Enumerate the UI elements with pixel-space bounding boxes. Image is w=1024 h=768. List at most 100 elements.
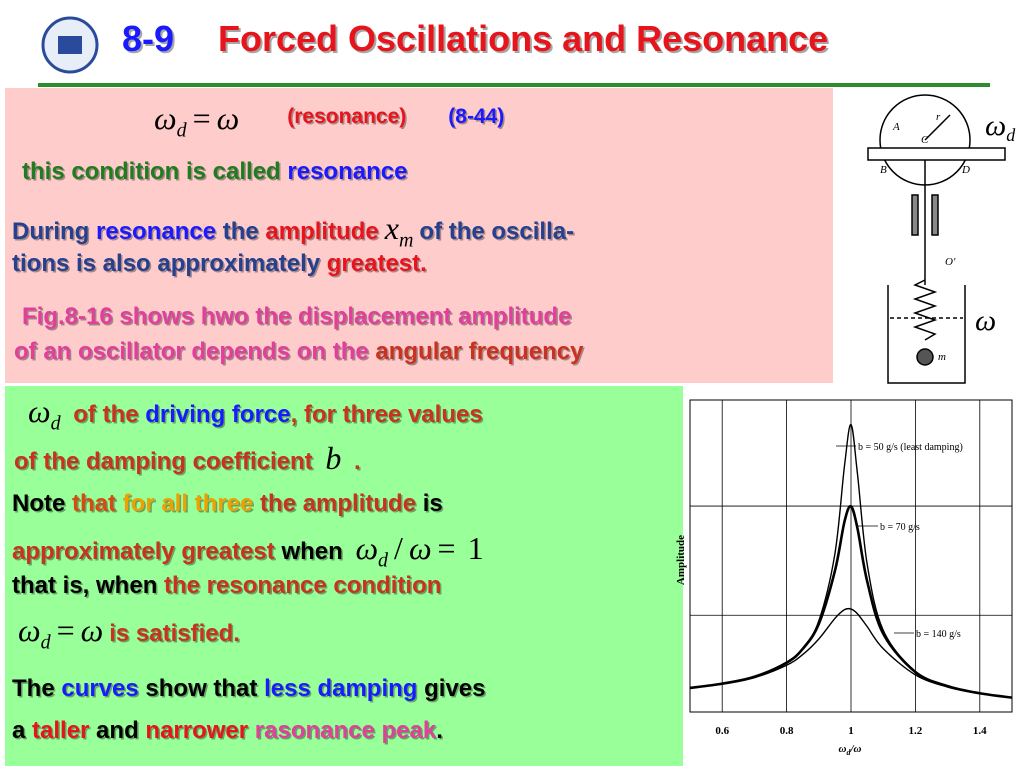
curve-label: b = 140 g/s [916,629,961,640]
x-axis-label: ωd/ω [839,743,862,757]
text-run: and [89,717,146,744]
damping-panel [5,386,683,766]
x-tick-label: 1.2 [909,725,923,737]
apparatus-label: m [938,351,946,363]
math-symbol: ω [154,100,177,136]
text-run: taller [32,717,90,744]
math-symbol: 1 [467,530,484,566]
text-line: a taller and narrower rasonance peak. [12,717,443,745]
text-line: ωd = ω (resonance) (8-44) [148,100,504,142]
curve-label: b = 70 g/s [880,522,920,533]
text-line: ωd = ω is satisfied. [12,612,240,654]
text-line: this condition is called resonance [22,158,407,186]
text-run: for all three [122,490,254,517]
text-run: less damping [264,675,418,702]
apparatus-label: B [880,164,887,176]
math-subscript: d [40,631,51,654]
resonance-panel [5,88,833,383]
text-run: the amplitude [253,490,417,517]
text-run: (8-44) [448,105,505,128]
math: ωd [28,393,61,434]
text-run: narrower [145,717,249,744]
math-symbol: ω [80,612,104,648]
text-run: (resonance) [287,105,407,128]
symbol: ω [839,743,847,755]
math: ωd = ω [18,612,104,653]
text-line: Note that for all three the amplitude is [12,490,443,518]
text-run: , for three values [290,401,483,428]
text-run: is satisfied. [109,620,240,647]
text-run: Note [12,490,72,517]
math-symbol: / [394,530,403,566]
math-subscript: m [398,229,414,252]
symbol: /ω [849,743,861,755]
header-rule [38,83,990,87]
math: b [325,440,341,476]
text-run: amplitude [265,218,379,245]
slide-title: Forced Oscillations and Resonance [218,18,829,59]
text-run: a [12,717,33,744]
math-symbol: = [437,530,456,566]
curve-label: b = 50 g/s (least damping) [858,442,963,453]
curve [689,607,1013,699]
symbol: ω [985,109,1006,142]
text-run: . [347,448,361,475]
text-line: that is, when the resonance condition [12,572,441,600]
text-run: greatest. [326,250,427,277]
natural-symbol: ω [975,304,996,337]
text-run: of an oscillator depends on the [14,338,376,365]
apparatus-label: A [892,121,900,133]
text-run: of the [66,401,146,428]
text-run: tions is also approximately [12,250,327,277]
text-run: gives [417,675,486,702]
curve [689,504,1013,699]
y-axis-label: Amplitude [675,535,687,585]
driving-symbol: ωd [985,109,1016,145]
math: xm [384,210,414,251]
text-line: of the damping coefficient b . [14,440,361,477]
text-run: rasonance peak [248,717,437,744]
logo-building [58,36,82,54]
section-number: 8-9 [122,18,175,59]
apparatus-label: O′ [945,256,956,268]
math-symbol: b [325,440,342,476]
chart: 0.6 0.8 1 1.2 1.4 Amplitude ωd/ω b = 50 g/s (le… [675,399,1013,757]
math: ωd / ω = 1 [355,530,489,571]
text-run: is [416,490,443,517]
text-run: the [216,218,266,245]
text-line: Fig.8-16 shows hwo the displacement ampl… [22,303,571,331]
math-symbol: ω [355,530,379,566]
apparatus-label: r [936,111,941,123]
text-run: Fig.8-16 shows hwo the displacement ampl… [22,303,572,330]
math-symbol: x [384,210,399,246]
math-symbol: ω [28,393,51,429]
text-run: The [12,675,62,702]
text-line: ωd of the driving force, for three value… [22,393,483,435]
text-run: that is, when [12,572,165,599]
text-run: approximately greatest [12,538,275,565]
text-run: this condition is called [22,158,288,185]
math-subscript: d [50,412,61,435]
x-tick-label: 1 [848,725,854,737]
math-subscript: d [378,549,389,572]
text-line: tions is also approximately greatest. [12,250,427,278]
text-run: that [72,490,123,517]
x-tick-label: 0.6 [715,725,729,737]
text-line: approximately greatest when ωd / ω = 1 [12,530,496,572]
math-symbol: = [56,612,75,648]
text-run: resonance [287,158,408,185]
math-symbol: ω [216,100,240,136]
text-line: The curves show that less damping gives [12,675,486,703]
apparatus [867,94,1006,384]
text-run: the resonance condition [164,572,442,599]
chart-panel [690,398,1015,746]
math-symbol: ω [408,530,432,566]
apparatus-label: C [921,134,929,146]
text-run: when [274,538,350,565]
text-run: . [436,717,443,744]
math: ωd = ω [154,100,240,141]
text-run: resonance [96,218,217,245]
text-run: driving force [145,401,291,428]
